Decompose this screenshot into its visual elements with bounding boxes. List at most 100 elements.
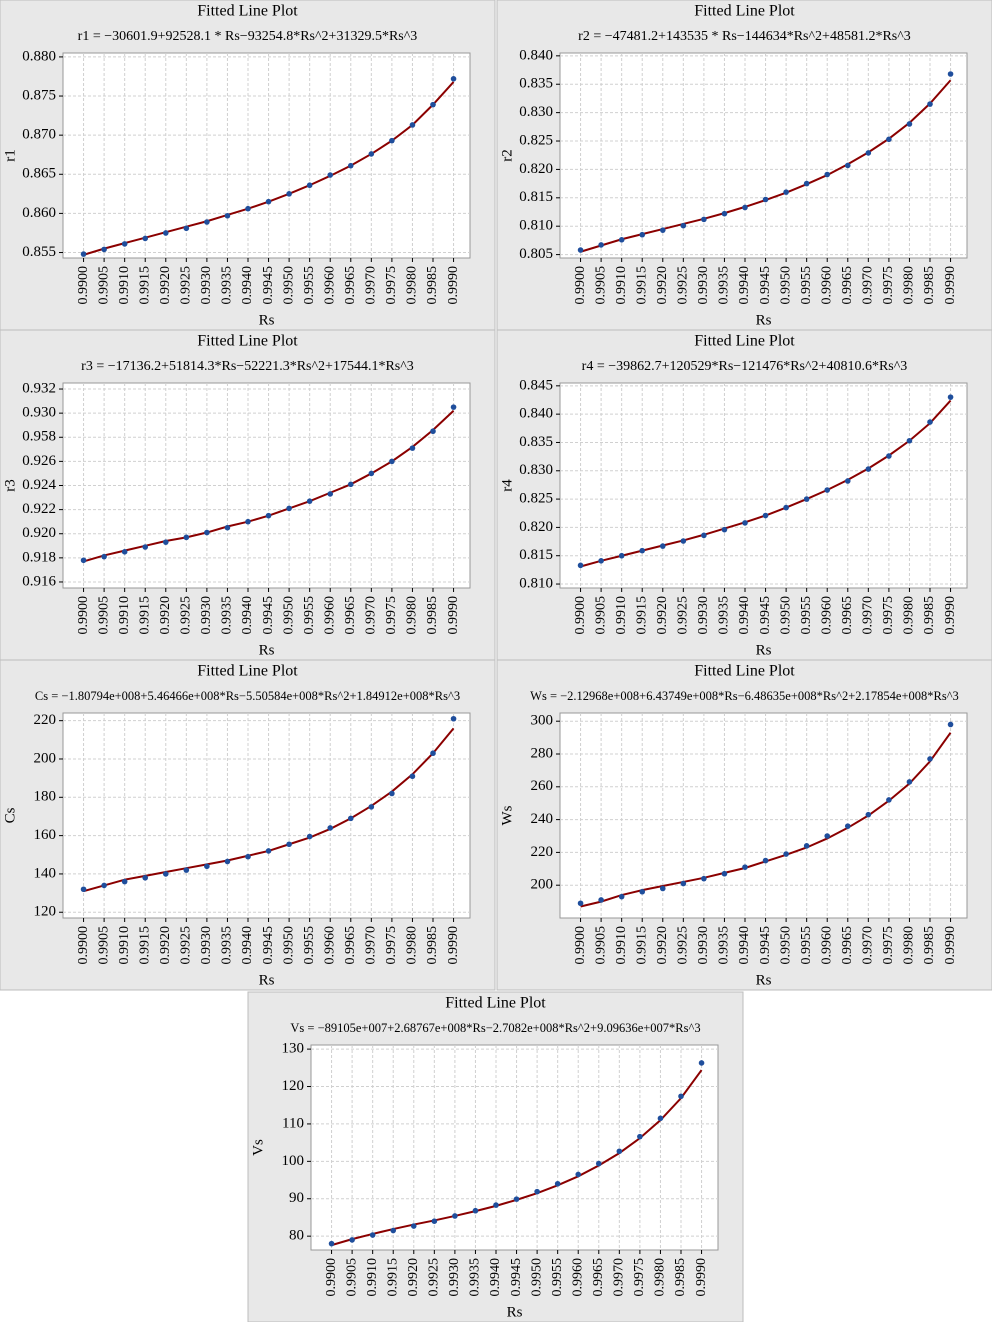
x-tick-label: 0.9945 — [261, 596, 276, 635]
y-tick-label: 0.875 — [22, 87, 56, 103]
x-axis-label: Rs — [756, 312, 772, 328]
data-point — [742, 520, 748, 526]
x-tick-label: 0.9940 — [737, 926, 752, 965]
x-tick-label: 0.9915 — [634, 266, 649, 305]
x-tick-label: 0.9940 — [240, 926, 255, 965]
data-point — [101, 246, 107, 253]
x-tick-label: 0.9945 — [758, 266, 773, 305]
x-tick-label: 0.9985 — [922, 926, 937, 965]
x-tick-label: 0.9915 — [634, 926, 649, 965]
x-tick-label: 0.9970 — [861, 266, 876, 305]
data-point — [595, 1160, 602, 1167]
data-point — [430, 750, 436, 757]
chart-subtitle: Cs = −1.80794e+008+5.46466e+008*Rs−5.505… — [35, 689, 460, 703]
x-tick-label: 0.9910 — [614, 926, 629, 965]
x-tick-label: 0.9935 — [717, 266, 732, 305]
x-tick-label: 0.9970 — [364, 596, 379, 635]
x-tick-label: 0.9955 — [799, 926, 814, 965]
y-tick-label: 0.845 — [519, 377, 553, 393]
x-tick-label: 0.9910 — [614, 266, 629, 305]
y-tick-label: 110 — [282, 1115, 304, 1131]
chart-title: Fitted Line Plot — [197, 663, 298, 680]
x-axis-label: Rs — [259, 972, 275, 988]
chart-panel: Fitted Line Plot r2 = −47481.2+143535 * R… — [496, 0, 992, 331]
plot-area — [559, 712, 968, 919]
data-point — [80, 886, 87, 893]
x-tick-label: 0.9975 — [384, 596, 399, 635]
data-point — [927, 756, 933, 762]
y-tick-label: 0.924 — [22, 477, 56, 493]
data-point — [327, 825, 334, 831]
x-tick-label: 0.9930 — [199, 926, 214, 965]
x-tick-label: 0.9920 — [406, 1258, 421, 1297]
data-point — [286, 505, 292, 512]
x-tick-label: 0.9990 — [943, 596, 958, 635]
data-point — [824, 487, 831, 493]
x-tick-label: 0.9920 — [655, 266, 670, 305]
data-point — [224, 212, 231, 219]
y-tick-label: 180 — [34, 789, 57, 805]
data-point — [204, 219, 210, 225]
data-point — [762, 512, 769, 519]
data-point — [245, 518, 251, 525]
data-point — [659, 885, 666, 892]
x-tick-label: 0.9945 — [758, 596, 773, 635]
data-point — [534, 1188, 540, 1195]
x-tick-label: 0.9940 — [737, 596, 752, 635]
data-point — [410, 1223, 417, 1229]
data-point — [657, 1115, 664, 1122]
y-tick-label: 0.815 — [519, 547, 553, 563]
chart-subtitle: Ws = −2.12968e+008+6.43749e+008*Rs−6.486… — [530, 689, 959, 703]
x-tick-label: 0.9985 — [425, 596, 440, 635]
y-tick-label: 0.958 — [22, 429, 56, 445]
data-point — [513, 1196, 520, 1202]
x-tick-label: 0.9940 — [488, 1258, 503, 1297]
data-point — [886, 453, 892, 459]
data-point — [906, 437, 913, 444]
y-axis-label: r2 — [499, 149, 515, 162]
data-point — [450, 76, 457, 82]
data-point — [204, 863, 210, 870]
data-point — [390, 1227, 397, 1234]
x-tick-label: 0.9955 — [302, 266, 317, 305]
x-tick-label: 0.9920 — [158, 266, 173, 305]
y-tick-label: 200 — [34, 750, 57, 766]
x-tick-label: 0.9935 — [220, 266, 235, 305]
data-point — [328, 1240, 335, 1247]
data-point — [659, 227, 666, 233]
x-tick-label: 0.9930 — [696, 926, 711, 965]
data-point — [286, 191, 292, 197]
y-tick-label: 120 — [34, 904, 57, 920]
data-point — [947, 394, 954, 400]
y-tick-label: 0.880 — [22, 48, 56, 64]
x-tick-label: 0.9920 — [655, 596, 670, 635]
y-tick-label: 0.916 — [22, 573, 56, 589]
x-tick-label: 0.9935 — [468, 1258, 483, 1297]
data-point — [409, 445, 416, 451]
y-axis-label: r3 — [2, 479, 18, 492]
chart-title: Fitted Line Plot — [445, 995, 546, 1012]
x-tick-label: 0.9980 — [405, 266, 420, 305]
data-point — [742, 864, 748, 870]
data-point — [142, 235, 149, 242]
x-tick-label: 0.9980 — [653, 1258, 668, 1297]
y-tick-label: 80 — [289, 1228, 304, 1244]
x-tick-label: 0.9925 — [676, 596, 691, 635]
x-tick-label: 0.9910 — [117, 596, 132, 635]
y-tick-label: 280 — [531, 745, 554, 761]
data-point — [680, 880, 687, 887]
x-tick-label: 0.9965 — [591, 1258, 606, 1297]
data-point — [783, 851, 789, 857]
x-tick-label: 0.9965 — [343, 596, 358, 635]
x-tick-label: 0.9920 — [655, 926, 670, 965]
y-tick-label: 0.920 — [22, 525, 56, 541]
x-tick-label: 0.9900 — [324, 1258, 339, 1297]
x-tick-label: 0.9950 — [778, 926, 793, 965]
x-axis-label: Rs — [259, 312, 275, 328]
data-point — [844, 162, 851, 169]
data-point — [327, 491, 334, 497]
data-point — [80, 251, 87, 257]
data-point — [245, 853, 251, 860]
y-tick-label: 0.820 — [519, 161, 553, 177]
data-point — [450, 404, 457, 410]
